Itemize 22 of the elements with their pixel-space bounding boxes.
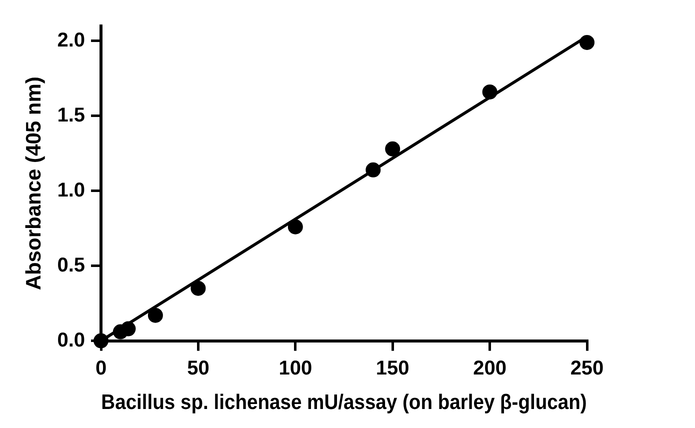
- point: [366, 162, 381, 178]
- y-tick-label: 1.5: [57, 104, 86, 126]
- x-axis-title: Bacillus sp. lichenase mU/assay (on barley β-glucan): [101, 392, 587, 414]
- y-tick-label: 1.0: [57, 179, 86, 202]
- point: [190, 280, 206, 296]
- y-tick-label: 0.0: [57, 329, 86, 352]
- point: [580, 34, 594, 50]
- y-axis-title: Absorbance (405 nm): [22, 76, 46, 290]
- point: [148, 308, 163, 323]
- point: [94, 333, 109, 348]
- x-tick-label: 200: [473, 357, 506, 380]
- x-tick-label: 150: [376, 357, 410, 380]
- point: [120, 321, 136, 336]
- x-tick-label: 50: [187, 357, 210, 380]
- point: [385, 141, 400, 156]
- y-tick-label: 0.5: [57, 254, 86, 276]
- point: [288, 219, 303, 234]
- y-tick-label: 2.0: [57, 30, 86, 52]
- point: [482, 84, 498, 100]
- x-tick-label: 250: [570, 357, 604, 380]
- x-tick-label: 100: [278, 357, 312, 380]
- x-tick-label: 0: [95, 357, 107, 380]
